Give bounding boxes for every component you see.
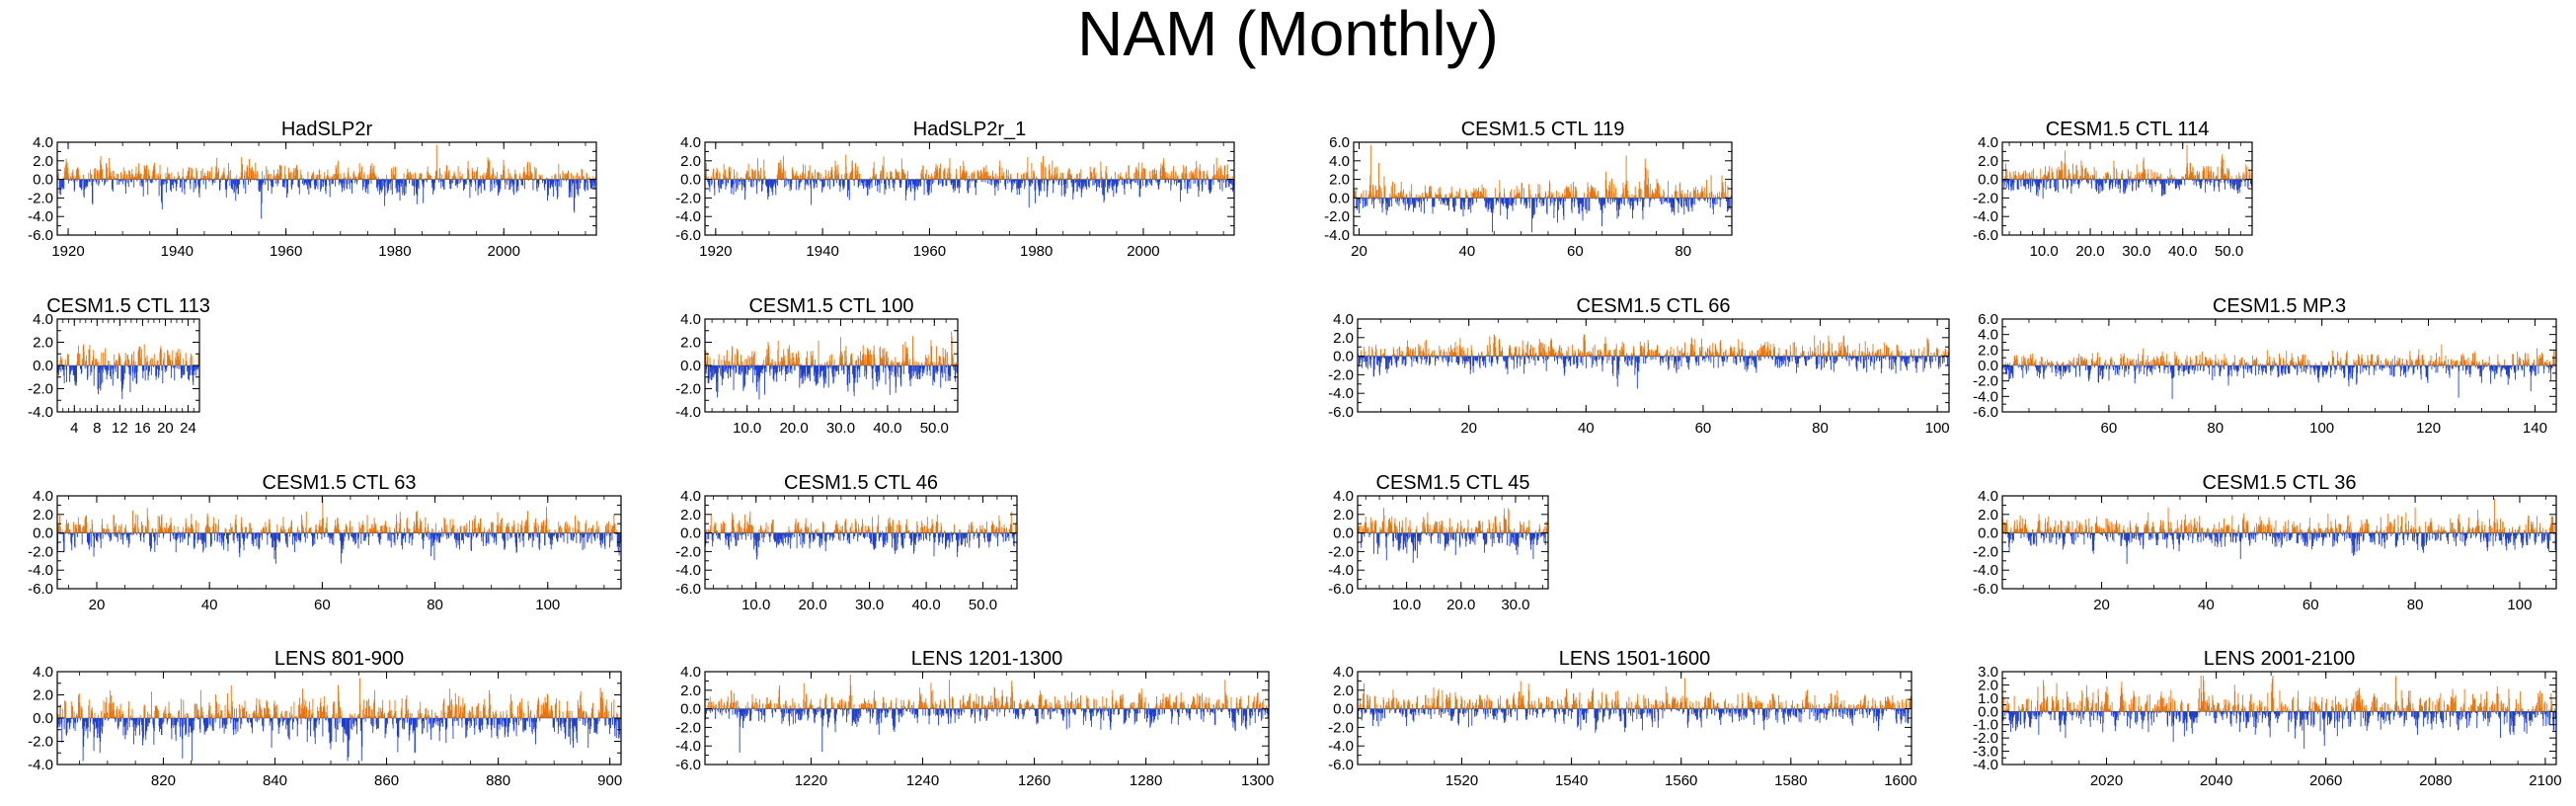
- x-tick-label: 8: [93, 420, 101, 437]
- panel-title: CESM1.5 CTL 100: [748, 295, 913, 317]
- x-tick-label: 24: [180, 420, 196, 437]
- x-tick-label: 1920: [699, 243, 732, 260]
- plot-frame: [704, 141, 1235, 236]
- y-tick-label: 2.0: [680, 153, 701, 170]
- y-tick-label: -6.0: [28, 227, 53, 244]
- y-tick-label: 0.0: [1978, 172, 1998, 189]
- x-tick-label: 20.0: [2075, 243, 2104, 260]
- y-tick-label: 4.0: [33, 311, 53, 328]
- panel-title: CESM1.5 CTL 113: [46, 295, 210, 317]
- x-tick-label: 1920: [51, 243, 84, 260]
- y-tick-label: -2.0: [1324, 208, 1350, 225]
- x-tick-label: 12: [112, 420, 128, 437]
- y-tick-label: -4.0: [675, 208, 701, 225]
- x-tick-label: 1960: [913, 243, 946, 260]
- panel-6: CESM1.5 CTL 100 4.0 2.0 0.0 -2.0 -4.0 10.0 20.0…: [650, 291, 970, 443]
- x-tick-label: 20: [1351, 243, 1367, 260]
- x-tick-label: 20: [157, 420, 174, 437]
- y-tick-label: -2.0: [28, 190, 53, 206]
- x-tick-label: 40.0: [2168, 243, 2197, 260]
- y-tick-label: 0.0: [33, 358, 53, 374]
- bar-series: [2001, 144, 2252, 200]
- y-tick-label: 4.0: [1329, 153, 1350, 170]
- y-tick-label: 2.0: [33, 153, 53, 170]
- bar-series: [57, 344, 199, 400]
- x-tick-label: 40: [1459, 243, 1476, 260]
- plot-frame: [1353, 141, 1733, 236]
- panel-1: HadSLP2r 4.0 2.0 0.0 -2.0 -4.0 -6.0 1920 1940 196…: [2, 115, 608, 267]
- y-tick-label: 4.0: [1978, 134, 1998, 151]
- y-tick-label: 4.0: [33, 134, 53, 151]
- x-tick-label: 2000: [1127, 243, 1159, 260]
- panel-title: CESM1.5 CTL 114: [2046, 119, 2210, 140]
- y-tick-label: -2.0: [675, 190, 701, 206]
- plot-frame: [56, 141, 597, 236]
- panel-4: CESM1.5 CTL 114 4.0 2.0 0.0 -2.0 -4.0 -6.0 10.0…: [1947, 115, 2264, 267]
- bar-series: [705, 154, 1234, 208]
- y-tick-label: -4.0: [28, 208, 53, 225]
- y-tick-label: 0.0: [680, 172, 701, 189]
- x-tick-label: 1980: [1020, 243, 1053, 260]
- x-tick-label: 1940: [161, 243, 194, 260]
- y-tick-label: 6.0: [1329, 134, 1350, 151]
- y-tick-label: -6.0: [675, 227, 701, 244]
- y-tick-label: -4.0: [28, 404, 53, 421]
- x-tick-label: 10.0: [2030, 243, 2059, 260]
- x-tick-label: 2000: [488, 243, 520, 260]
- bar-series: [704, 331, 958, 400]
- x-tick-label: 80: [1675, 243, 1691, 260]
- y-tick-label: -4.0: [1973, 208, 1998, 225]
- bar-series: [57, 144, 596, 219]
- x-tick-label: 1980: [378, 243, 411, 260]
- x-tick-label: 16: [134, 420, 151, 437]
- panel-5: CESM1.5 CTL 113 4.0 2.0 0.0 -2.0 -4.0 4 8 12 16 20…: [2, 291, 211, 443]
- panel-2: HadSLP2r_1 4.0 2.0 0.0 -2.0 -4.0 -6.0 1920 1940 1…: [650, 115, 1246, 267]
- x-tick-label: 1940: [806, 243, 838, 260]
- panel-title: HadSLP2r_1: [913, 119, 1027, 140]
- y-tick-label: 2.0: [1978, 153, 1998, 170]
- x-tick-label: 50.0: [2215, 243, 2243, 260]
- y-tick-label: 2.0: [33, 335, 53, 352]
- panel-chart: CESM1.5 CTL 114 4.0 2.0 0.0-2.0 -4.0 -6.0 10.0…: [1973, 119, 2253, 260]
- y-tick-label: -2.0: [1973, 190, 1998, 206]
- panel-chart: CESM1.5 CTL 119 6.0 4.0 2.00.0 -2.0 -4.020 40 6…: [1324, 119, 1733, 260]
- x-tick-label: 1960: [270, 243, 302, 260]
- panel-title: HadSLP2r: [281, 119, 373, 140]
- y-tick-label: 0.0: [33, 172, 53, 189]
- y-tick-label: -4.0: [1324, 227, 1350, 244]
- x-tick-label: 4: [70, 420, 78, 437]
- panel-title: CESM1.5 CTL 119: [1461, 119, 1625, 140]
- x-tick-label: 30.0: [2122, 243, 2150, 260]
- panel-3: CESM1.5 CTL 119 6.0 4.0 2.0 0.0 -2.0 -4.0 20 40 6…: [1298, 115, 1744, 267]
- y-tick-label: 2.0: [1329, 172, 1350, 189]
- y-tick-label: 4.0: [680, 134, 701, 151]
- x-tick-label: 60: [1567, 243, 1584, 260]
- y-tick-label: 0.0: [1329, 190, 1350, 206]
- bar-series: [1354, 144, 1732, 233]
- figure-title: NAM (Monthly): [1077, 0, 1499, 69]
- y-tick-label: -6.0: [1973, 227, 1998, 244]
- y-tick-label: -2.0: [28, 381, 53, 398]
